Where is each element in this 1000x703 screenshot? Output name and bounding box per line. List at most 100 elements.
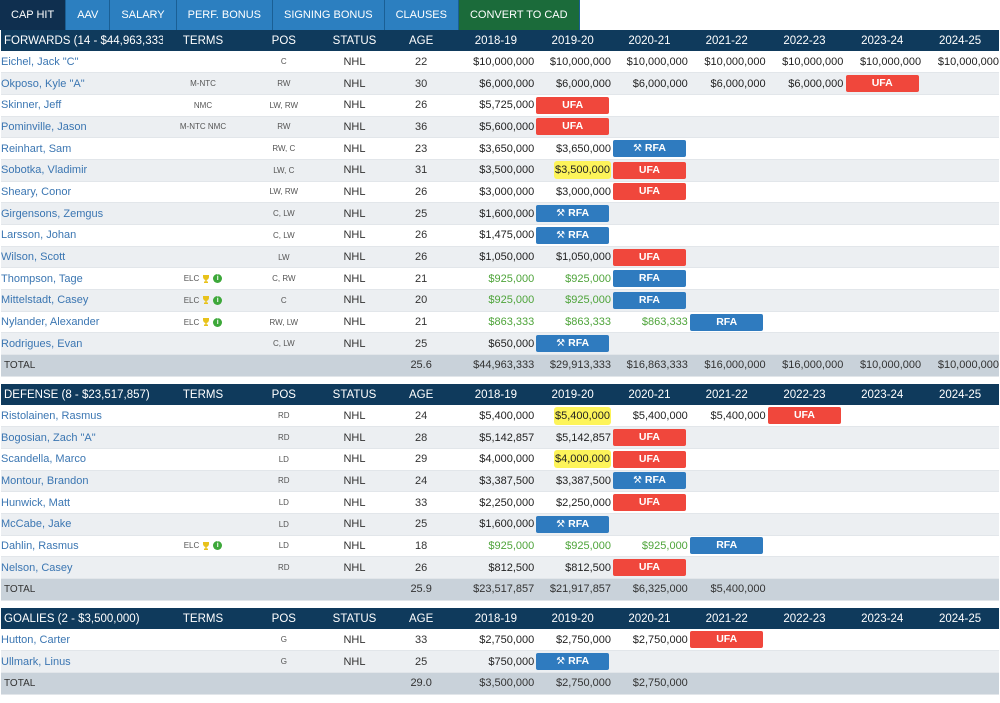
rfa-badge[interactable]: ⚒ RFA: [612, 472, 686, 490]
total-value: $2,750,000: [534, 672, 612, 695]
player-name-link[interactable]: Thompson, Tage: [1, 267, 163, 291]
rfa-badge[interactable]: RFA: [612, 270, 686, 288]
player-name-link[interactable]: Girgensons, Zemgus: [1, 202, 163, 225]
player-name-link[interactable]: Sheary, Conor: [1, 181, 163, 204]
col-year[interactable]: 2018-19: [457, 608, 535, 629]
col-age[interactable]: AGE: [384, 30, 458, 51]
player-name-link[interactable]: Nylander, Alexander: [1, 311, 163, 334]
col-year[interactable]: 2023-24: [843, 384, 922, 405]
trophy-icon[interactable]: [202, 296, 210, 305]
player-name-link[interactable]: Dahlin, Rasmus: [1, 535, 163, 558]
col-year[interactable]: 2019-20: [534, 384, 612, 405]
col-pos[interactable]: POS: [243, 384, 325, 405]
tab-clauses[interactable]: CLAUSES: [384, 0, 459, 30]
ufa-badge[interactable]: UFA: [690, 631, 764, 649]
info-icon[interactable]: i: [213, 274, 223, 284]
col-terms[interactable]: TERMS: [162, 30, 244, 51]
trophy-icon[interactable]: [202, 318, 210, 327]
player-name-link[interactable]: Sobotka, Vladimir: [1, 159, 163, 182]
ufa-badge[interactable]: UFA: [612, 183, 686, 201]
rfa-badge[interactable]: RFA: [690, 313, 764, 331]
player-name-link[interactable]: Mittelstadt, Casey: [1, 289, 163, 312]
ufa-badge[interactable]: UFA: [612, 494, 686, 512]
player-name-link[interactable]: Skinner, Jeff: [1, 94, 163, 117]
player-name-link[interactable]: Larsson, Johan: [1, 224, 163, 247]
rfa-badge[interactable]: ⚒ RFA: [536, 653, 610, 671]
col-year[interactable]: 2023-24: [843, 30, 922, 51]
rfa-badge[interactable]: ⚒ RFA: [536, 205, 610, 223]
info-icon[interactable]: i: [213, 541, 223, 551]
rfa-badge[interactable]: ⚒ RFA: [536, 226, 610, 244]
col-year[interactable]: 2021-22: [687, 608, 766, 629]
tab-salary[interactable]: SALARY: [110, 0, 177, 30]
ufa-badge[interactable]: UFA: [612, 559, 686, 577]
player-name-link[interactable]: Ristolainen, Rasmus: [1, 405, 163, 428]
ufa-badge[interactable]: UFA: [536, 96, 610, 114]
status-cell: NHL: [324, 246, 385, 269]
ufa-badge[interactable]: UFA: [845, 75, 919, 93]
col-pos[interactable]: POS: [243, 608, 325, 629]
tab-perf-bonus[interactable]: PERF. BONUS: [176, 0, 273, 30]
player-name-link[interactable]: Okposo, Kyle "A": [1, 72, 163, 95]
col-year[interactable]: 2022-23: [765, 608, 844, 629]
player-name-link[interactable]: Ullmark, Linus: [1, 650, 163, 673]
player-name-link[interactable]: Eichel, Jack "C": [1, 51, 163, 74]
ufa-badge[interactable]: UFA: [612, 429, 686, 447]
info-icon[interactable]: i: [213, 317, 223, 327]
col-year[interactable]: 2019-20: [534, 30, 612, 51]
col-pos[interactable]: POS: [243, 30, 325, 51]
player-name-link[interactable]: Reinhart, Sam: [1, 137, 163, 160]
col-year[interactable]: 2024-25: [921, 608, 999, 629]
tab-cap-hit[interactable]: CAP HIT: [0, 0, 67, 30]
trophy-icon[interactable]: [202, 274, 210, 283]
col-year[interactable]: 2020-21: [611, 608, 688, 629]
col-year[interactable]: 2020-21: [611, 30, 688, 51]
col-status[interactable]: STATUS: [324, 384, 385, 405]
col-year[interactable]: 2018-19: [457, 30, 535, 51]
tab-signing-bonus[interactable]: SIGNING BONUS: [272, 0, 385, 30]
ufa-badge[interactable]: UFA: [536, 118, 610, 136]
rfa-badge[interactable]: ⚒ RFA: [612, 140, 686, 158]
player-name-link[interactable]: McCabe, Jake: [1, 513, 163, 536]
col-age[interactable]: AGE: [384, 608, 458, 629]
section-title[interactable]: GOALIES (2 - $3,500,000): [1, 608, 163, 629]
col-year[interactable]: 2023-24: [843, 608, 922, 629]
rfa-badge[interactable]: RFA: [612, 291, 686, 309]
rfa-badge[interactable]: ⚒ RFA: [536, 515, 610, 533]
col-year[interactable]: 2020-21: [611, 384, 688, 405]
col-terms[interactable]: TERMS: [162, 384, 244, 405]
player-name-link[interactable]: Pominville, Jason: [1, 116, 163, 139]
col-status[interactable]: STATUS: [324, 30, 385, 51]
col-year[interactable]: 2022-23: [765, 384, 844, 405]
rfa-badge[interactable]: RFA: [690, 537, 764, 555]
col-year[interactable]: 2021-22: [687, 384, 766, 405]
player-name-link[interactable]: Wilson, Scott: [1, 246, 163, 269]
col-year[interactable]: 2024-25: [921, 384, 999, 405]
player-name-link[interactable]: Hunwick, Matt: [1, 491, 163, 514]
section-title[interactable]: DEFENSE (8 - $23,517,857): [1, 384, 163, 405]
player-name-link[interactable]: Hutton, Carter: [1, 629, 163, 652]
col-year[interactable]: 2024-25: [921, 30, 999, 51]
tab-aav[interactable]: AAV: [66, 0, 111, 30]
player-name-link[interactable]: Scandella, Marco: [1, 448, 163, 471]
ufa-badge[interactable]: UFA: [612, 248, 686, 266]
ufa-badge[interactable]: UFA: [612, 161, 686, 179]
col-terms[interactable]: TERMS: [162, 608, 244, 629]
section-title[interactable]: FORWARDS (14 - $44,963,333): [1, 30, 163, 51]
col-year[interactable]: 2021-22: [687, 30, 766, 51]
player-name-link[interactable]: Montour, Brandon: [1, 470, 163, 493]
ufa-badge[interactable]: UFA: [767, 407, 841, 425]
col-year[interactable]: 2018-19: [457, 384, 535, 405]
player-name-link[interactable]: Rodrigues, Evan: [1, 332, 163, 356]
ufa-badge[interactable]: UFA: [612, 450, 686, 468]
trophy-icon[interactable]: [202, 541, 210, 550]
col-status[interactable]: STATUS: [324, 608, 385, 629]
col-year[interactable]: 2019-20: [534, 608, 612, 629]
player-name-link[interactable]: Bogosian, Zach "A": [1, 426, 163, 449]
info-icon[interactable]: i: [213, 295, 223, 305]
rfa-badge[interactable]: ⚒ RFA: [536, 335, 610, 353]
col-age[interactable]: AGE: [384, 384, 458, 405]
col-year[interactable]: 2022-23: [765, 30, 844, 51]
player-name-link[interactable]: Nelson, Casey: [1, 556, 163, 579]
tab-convert-to-cad[interactable]: CONVERT TO CAD: [458, 0, 580, 30]
